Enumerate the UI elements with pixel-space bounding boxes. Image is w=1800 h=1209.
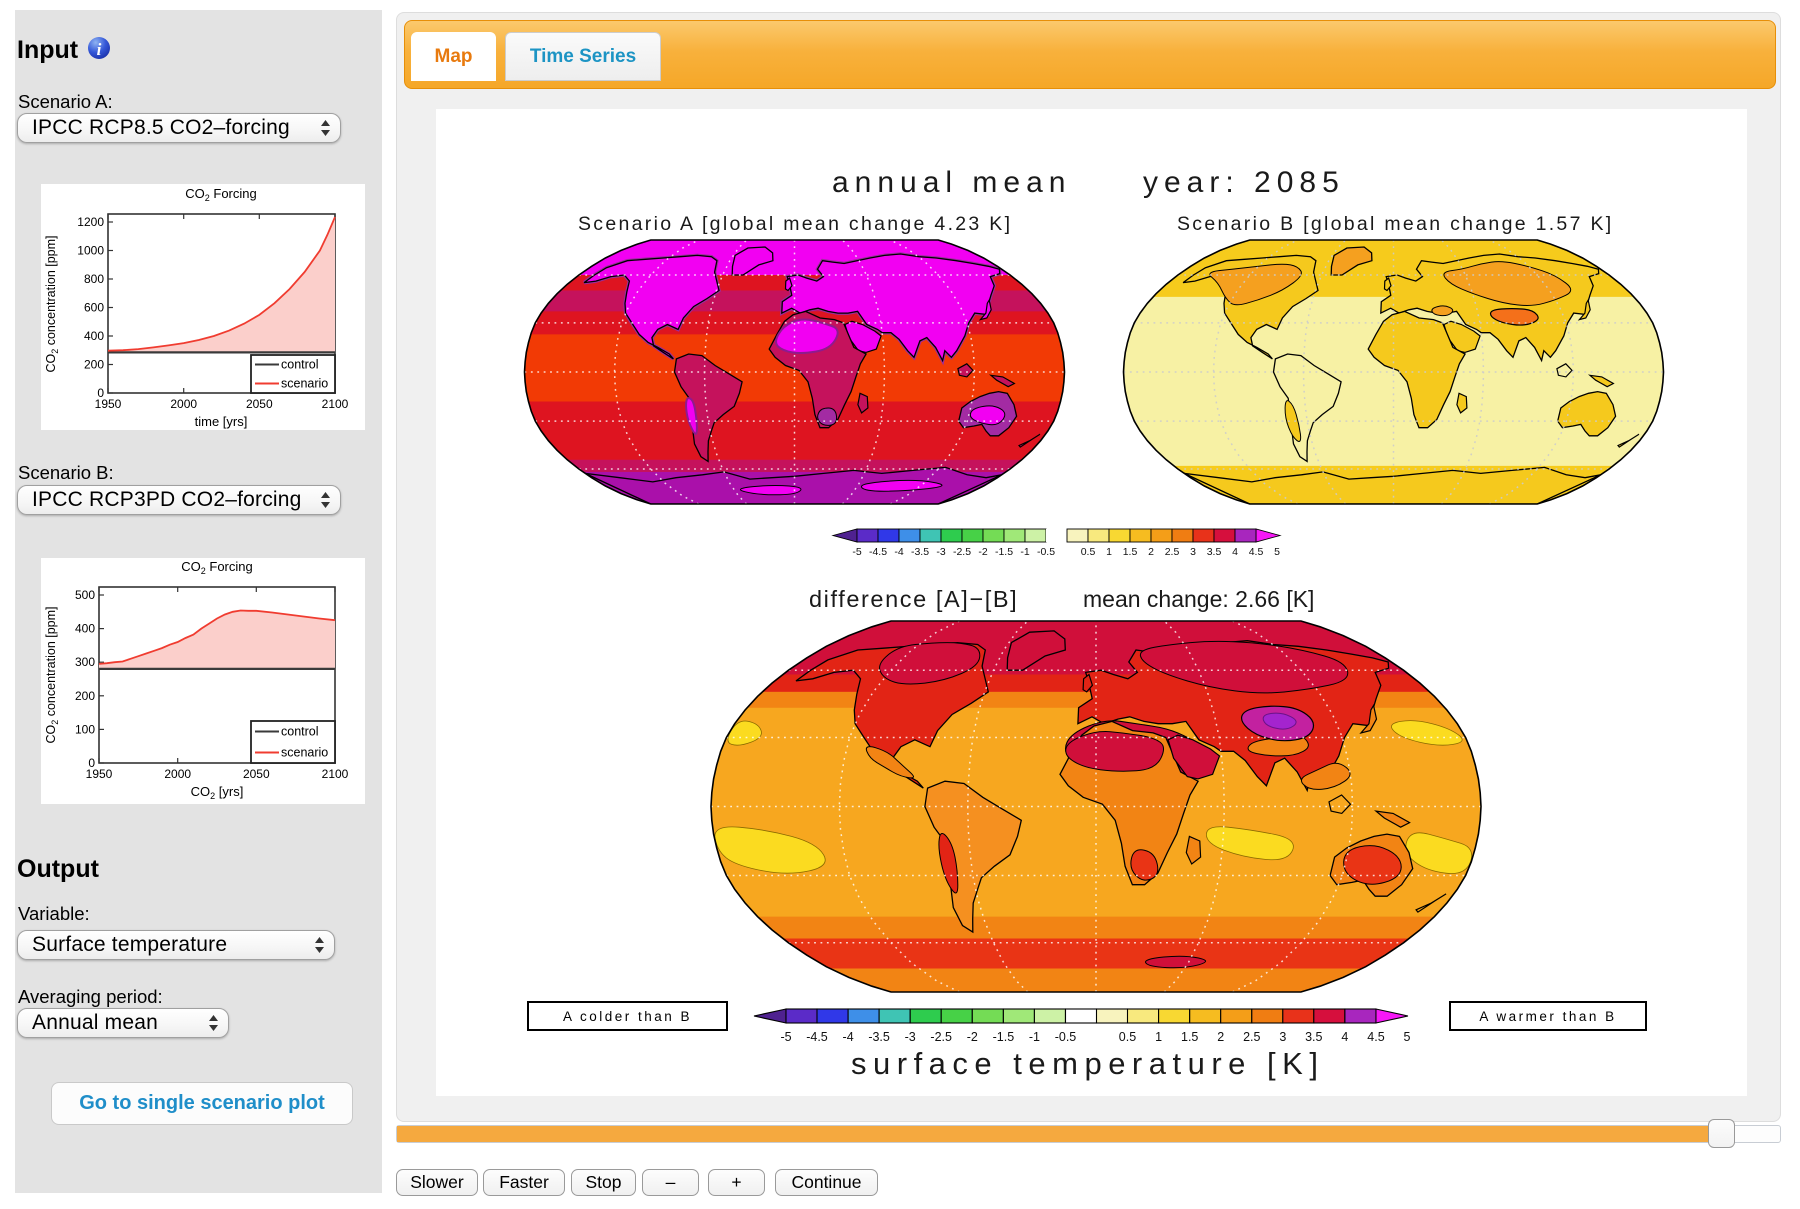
svg-text:2100: 2100 [322, 397, 349, 411]
svg-text:scenario: scenario [281, 746, 328, 760]
svg-text:control: control [281, 725, 319, 739]
svg-text:time [yrs]: time [yrs] [195, 414, 248, 429]
svg-text:500: 500 [75, 588, 95, 602]
svg-text:control: control [281, 358, 319, 372]
svg-text:scenario: scenario [281, 377, 328, 391]
svg-text:CO2 concentration [ppm]: CO2 concentration [ppm] [44, 235, 60, 372]
svg-text:300: 300 [75, 655, 95, 669]
svg-text:0: 0 [88, 756, 95, 770]
svg-text:200: 200 [84, 358, 104, 372]
svg-text:2050: 2050 [243, 767, 270, 781]
svg-text:1000: 1000 [77, 244, 104, 258]
svg-text:CO2 [yrs]: CO2 [yrs] [191, 784, 244, 801]
svg-text:800: 800 [84, 272, 104, 286]
svg-text:2100: 2100 [322, 767, 349, 781]
svg-text:i: i [97, 40, 102, 59]
svg-text:1200: 1200 [77, 215, 104, 229]
svg-text:100: 100 [75, 722, 95, 736]
svg-text:2050: 2050 [246, 397, 273, 411]
svg-text:600: 600 [84, 301, 104, 315]
svg-text:CO2 Forcing: CO2 Forcing [181, 559, 252, 576]
svg-text:1950: 1950 [95, 397, 122, 411]
svg-text:CO2 Forcing: CO2 Forcing [185, 186, 256, 203]
svg-text:CO2 concentration [ppm]: CO2 concentration [ppm] [44, 606, 60, 743]
svg-text:200: 200 [75, 689, 95, 703]
svg-text:400: 400 [84, 329, 104, 343]
svg-text:0: 0 [97, 386, 104, 400]
svg-text:2000: 2000 [170, 397, 197, 411]
svg-text:2000: 2000 [164, 767, 191, 781]
svg-text:400: 400 [75, 622, 95, 636]
svg-text:1950: 1950 [86, 767, 113, 781]
